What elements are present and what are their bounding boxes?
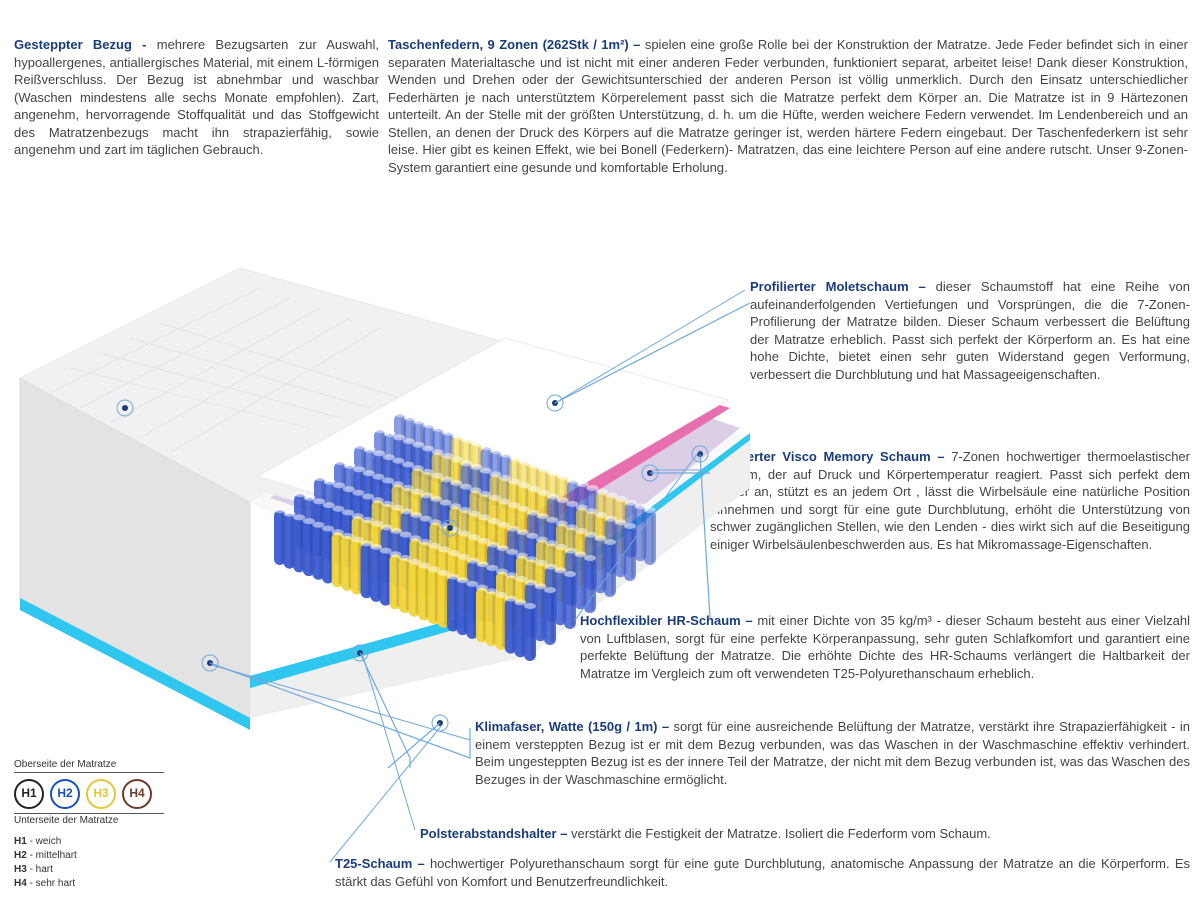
- mattress-diagram: [10, 258, 770, 768]
- title-bezug: Gesteppter Bezug -: [14, 37, 157, 52]
- legend-circle-h2: H2: [50, 779, 80, 809]
- body-t25: hochwertiger Polyurethanschaum sorgt für…: [335, 856, 1190, 889]
- legend-list: H1 - weichH2 - mittelhartH3 - hartH4 - s…: [14, 835, 164, 891]
- block-visco: Profilierter Visco Memory Schaum – 7-Zon…: [710, 448, 1190, 553]
- legend-item-h2: H2 - mittelhart: [14, 849, 164, 863]
- block-polster: Polsterabstandshalter – verstärkt die Fe…: [420, 825, 1190, 843]
- title-molet: Profilierter Moletschaum –: [750, 279, 936, 294]
- title-t25: T25-Schaum –: [335, 856, 430, 871]
- legend-circle-h4: H4: [122, 779, 152, 809]
- legend-top-line: [14, 772, 164, 773]
- legend-row: H1H2H3H4: [14, 779, 164, 809]
- legend-circle-h3: H3: [86, 779, 116, 809]
- legend-item-h3: H3 - hart: [14, 863, 164, 877]
- body-polster: verstärkt die Festigkeit der Matratze. I…: [571, 826, 991, 841]
- block-t25: T25-Schaum – hochwertiger Polyurethansch…: [335, 855, 1190, 890]
- firmness-legend: Oberseite der Matratze H1H2H3H4 Untersei…: [14, 758, 164, 891]
- body-federn: spielen eine große Rolle bei der Konstru…: [388, 37, 1188, 175]
- title-polster: Polsterabstandshalter –: [420, 826, 571, 841]
- block-bezug: Gesteppter Bezug - mehrere Bezugsarten z…: [14, 36, 379, 159]
- legend-item-h4: H4 - sehr hart: [14, 877, 164, 891]
- block-federn: Taschenfedern, 9 Zonen (262Stk / 1m²) – …: [388, 36, 1188, 176]
- title-federn: Taschenfedern, 9 Zonen (262Stk / 1m²) –: [388, 37, 645, 52]
- body-visco: 7-Zonen hochwertiger thermoelastischer S…: [710, 449, 1190, 552]
- legend-top-label: Oberseite der Matratze: [14, 758, 164, 772]
- block-molet: Profilierter Moletschaum – dieser Schaum…: [750, 278, 1190, 383]
- body-bezug: mehrere Bezugsarten zur Auswahl, hypoall…: [14, 37, 379, 157]
- body-molet: dieser Schaumstoff hat eine Reihe von au…: [750, 279, 1190, 382]
- legend-bottom-label: Unterseite der Matratze: [14, 814, 164, 828]
- legend-circle-h1: H1: [14, 779, 44, 809]
- legend-item-h1: H1 - weich: [14, 835, 164, 849]
